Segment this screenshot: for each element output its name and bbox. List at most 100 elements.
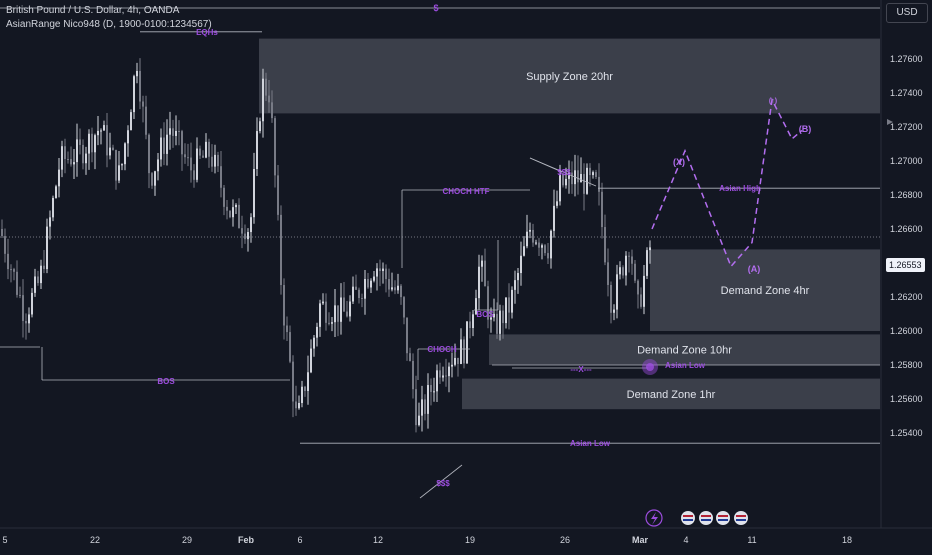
candle-body — [538, 242, 540, 248]
candle-body — [502, 310, 504, 324]
candle-body — [352, 286, 354, 302]
candle-body — [256, 131, 258, 169]
candle-body — [487, 286, 489, 320]
candle-body — [616, 274, 618, 310]
candle-body — [169, 128, 171, 135]
candle-body — [151, 173, 153, 186]
candle-body — [463, 339, 465, 364]
candle-body — [157, 159, 159, 172]
candle-body — [133, 76, 135, 113]
flag-stripe-b-1 — [683, 519, 693, 521]
candle-body — [409, 353, 411, 361]
candle-body — [622, 267, 624, 276]
x-tick-5: 12 — [373, 535, 383, 545]
candle-body — [190, 157, 192, 171]
candle-body — [124, 143, 126, 165]
y-tick-10: 1.25600 — [890, 394, 923, 404]
asian-low-label-2: Asian Low — [570, 439, 611, 448]
candle-body — [643, 275, 645, 307]
current-price-label: 1.26553 — [886, 258, 925, 272]
zone-4 — [462, 378, 880, 410]
event-icons — [645, 509, 748, 527]
candle-body — [397, 285, 399, 291]
candle-body — [442, 375, 444, 378]
candle-body — [181, 131, 183, 155]
y-tick-7: 1.26200 — [890, 292, 923, 302]
candle-body — [319, 303, 321, 327]
candle-body — [355, 286, 357, 290]
candle-body — [265, 78, 267, 96]
candle-body — [373, 276, 375, 281]
candle-body — [43, 265, 45, 270]
x-tick-9: 4 — [683, 535, 688, 545]
candle-body — [253, 168, 255, 218]
projection-label-b: (B) — [799, 124, 812, 134]
liquidity-top-label: $$$ — [557, 168, 571, 177]
candle-body — [115, 150, 117, 181]
flag-stripe-b-2 — [701, 519, 711, 521]
candle-body — [361, 297, 363, 299]
candle-body — [229, 210, 231, 218]
projection-label-x: (X) — [673, 157, 685, 167]
candle-body — [412, 360, 414, 390]
candle-body — [154, 171, 156, 186]
candle-body — [73, 162, 75, 165]
candle-body — [103, 125, 105, 131]
candle-body — [556, 201, 558, 206]
candle-body — [457, 357, 459, 364]
candle-body — [562, 173, 564, 186]
candle-body — [415, 389, 417, 426]
candle-body — [85, 153, 87, 164]
candle-body — [340, 297, 342, 322]
asian-high-label: Asian High — [719, 184, 761, 193]
candle-body — [634, 263, 636, 281]
candle-body — [520, 255, 522, 274]
dollar-label: $ — [433, 3, 438, 13]
candle-body — [127, 130, 129, 144]
candle-body — [595, 172, 597, 177]
candles — [1, 58, 651, 433]
candle-body — [88, 133, 90, 154]
indicator-label: AsianRange Nico948 (D, 1900-0100:1234567… — [6, 19, 212, 30]
candle-body — [61, 146, 63, 170]
candle-body — [535, 242, 537, 244]
candle-body — [307, 372, 309, 391]
flag-stripe-a-3 — [718, 515, 728, 517]
candle-body — [82, 144, 84, 164]
candle-body — [106, 125, 108, 156]
candle-body — [403, 297, 405, 318]
candle-body — [40, 265, 42, 284]
candle-body — [52, 197, 54, 218]
candle-body — [646, 250, 648, 276]
zone-label-4: Demand Zone 1hr — [627, 389, 716, 401]
candle-body — [604, 227, 606, 263]
candle-body — [232, 207, 234, 218]
candle-body — [484, 260, 486, 287]
candle-body — [49, 217, 51, 227]
x-tick-11: 18 — [842, 535, 852, 545]
candle-body — [163, 137, 165, 154]
candle-body — [625, 255, 627, 276]
candle-body — [544, 245, 546, 254]
currency-button[interactable]: USD — [886, 3, 928, 23]
x-tick-4: 6 — [297, 535, 302, 545]
choch-htf-label: CHOCH HTF — [442, 187, 489, 196]
x-tick-2: 29 — [182, 535, 192, 545]
candle-body — [19, 294, 21, 296]
candle-body — [79, 139, 81, 145]
y-tick-1: 1.27400 — [890, 88, 923, 98]
candle-body — [7, 253, 9, 270]
candle-body — [25, 320, 27, 324]
candle-body — [607, 262, 609, 285]
candle-body — [94, 135, 96, 153]
candle-body — [142, 101, 144, 107]
x-tick-7: 26 — [560, 535, 570, 545]
candle-body — [394, 287, 396, 291]
candle-body — [583, 174, 585, 194]
candle-body — [553, 205, 555, 231]
candle-body — [481, 260, 483, 267]
candle-body — [148, 134, 150, 174]
candle-body — [175, 130, 177, 136]
